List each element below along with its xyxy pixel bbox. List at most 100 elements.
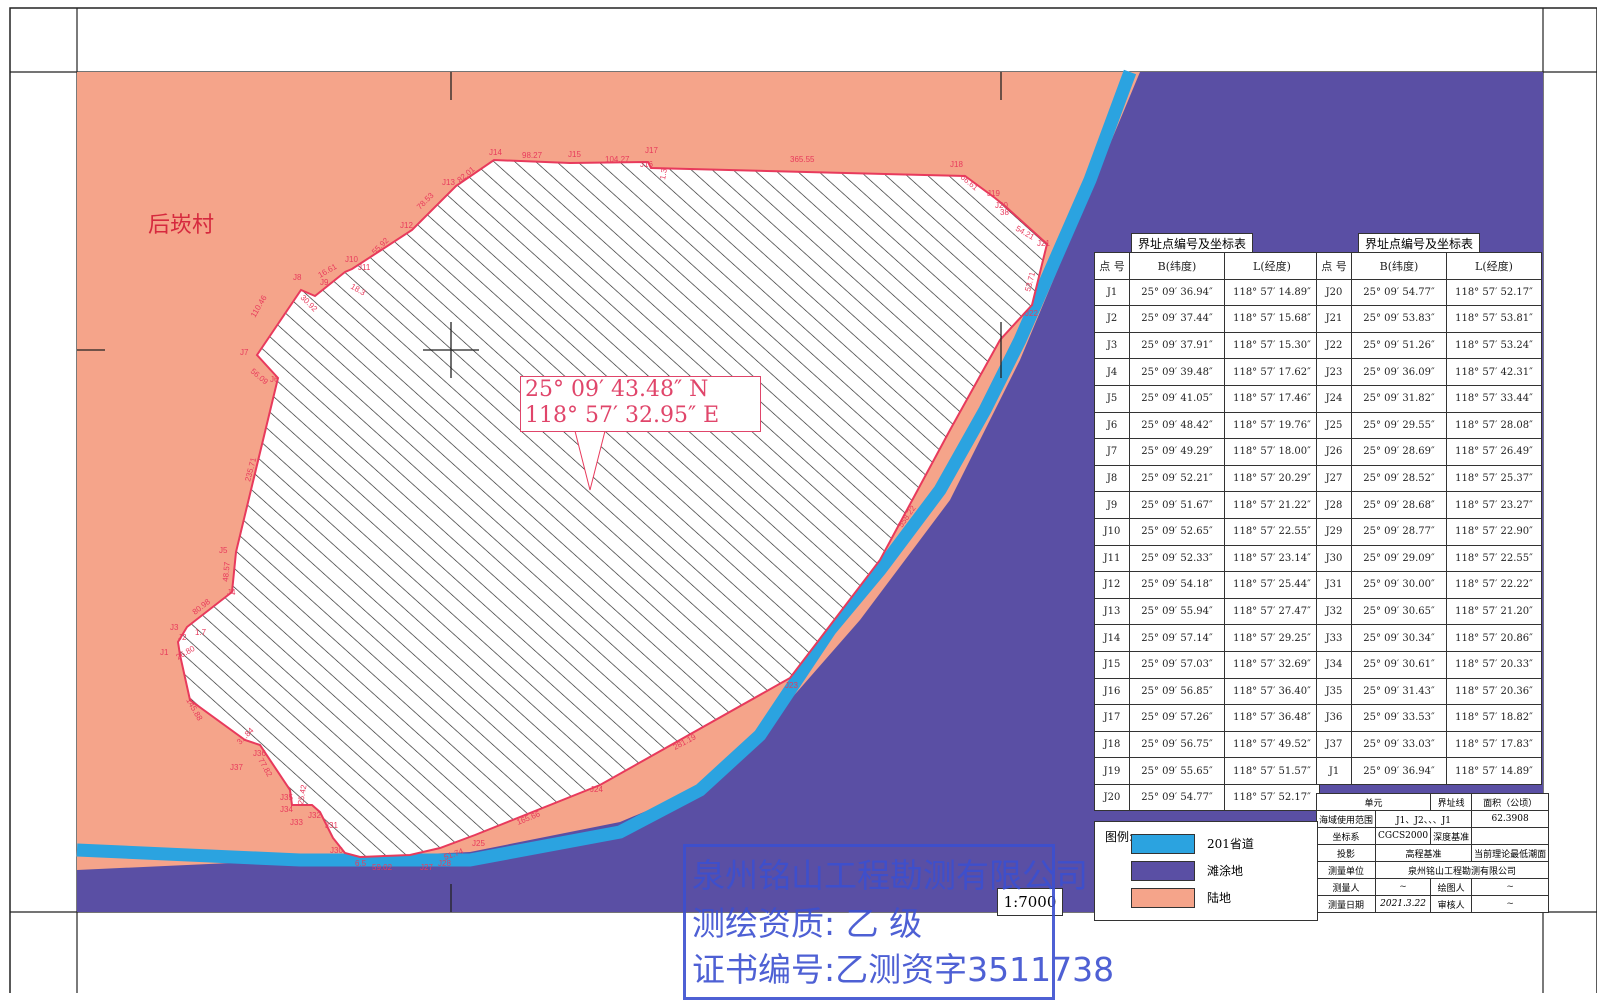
svg-text:98.27: 98.27: [522, 151, 543, 160]
table-row: J19 25° 09′ 55.65″ 118° 57′ 51.57″: [1094, 757, 1320, 785]
longitude-cell: 118° 57′ 20.29″: [1224, 464, 1320, 493]
point-id: J12: [1094, 571, 1130, 599]
table-row: J10 25° 09′ 52.65″ 118° 57′ 22.55″: [1094, 517, 1320, 546]
road-201: [76, 69, 1137, 867]
grid-ticks: [77, 72, 1002, 912]
longitude-cell: 118° 57′ 36.40″: [1224, 677, 1320, 706]
svg-text:J28: J28: [438, 859, 451, 868]
latitude-cell: 25° 09′ 41.05″: [1129, 384, 1225, 413]
svg-text:1.3: 1.3: [658, 167, 669, 180]
longitude-cell: 118° 57′ 27.47″: [1224, 597, 1320, 626]
center-lat: 25° 09′ 43.48″ N: [525, 377, 709, 402]
surveyor-label: 测量人: [1315, 878, 1377, 896]
table-row: J21 25° 09′ 53.83″ 118° 57′ 53.81″: [1316, 305, 1542, 333]
table-row: J27 25° 09′ 28.52″ 118° 57′ 25.37″: [1316, 464, 1542, 493]
longitude-cell: 118° 57′ 21.20″: [1446, 597, 1542, 626]
height-label: 高程基准: [1375, 844, 1473, 862]
village-label: 后崁村: [148, 213, 215, 238]
latitude-cell: 25° 09′ 36.09″: [1351, 358, 1447, 386]
longitude-cell: 118° 57′ 51.57″: [1224, 757, 1320, 785]
longitude-cell: 118° 57′ 25.37″: [1446, 464, 1542, 493]
latitude-cell: 25° 09′ 55.65″: [1129, 757, 1225, 785]
stamp-certificate: 证书编号:乙测资字3511738: [692, 950, 1115, 989]
svg-text:J5: J5: [219, 546, 228, 555]
longitude-cell: 118° 57′ 18.82″: [1446, 704, 1542, 732]
table-row: J23 25° 09′ 36.09″ 118° 57′ 42.31″: [1316, 358, 1542, 386]
date-label: 测量日期: [1315, 895, 1377, 913]
svg-text:J23: J23: [785, 681, 798, 690]
latitude-cell: 25° 09′ 54.77″: [1129, 783, 1225, 812]
table-row: J20 25° 09′ 54.77″ 118° 57′ 52.17″: [1316, 278, 1542, 307]
point-id: J1: [1316, 757, 1352, 785]
svg-text:48.57: 48.57: [221, 561, 232, 582]
table-row: J22 25° 09′ 51.26″ 118° 57′ 53.24″: [1316, 331, 1542, 360]
longitude-cell: 118° 57′ 23.14″: [1224, 544, 1320, 573]
point-id: J20: [1094, 783, 1130, 812]
latitude-cell: 25° 09′ 36.94″: [1129, 278, 1225, 307]
table-row: J1 25° 09′ 36.94″ 118° 57′ 14.89″: [1094, 278, 1320, 307]
table-row: J24 25° 09′ 31.82″ 118° 57′ 33.44″: [1316, 384, 1542, 413]
svg-text:J33: J33: [290, 818, 303, 827]
depth-label: 深度基准: [1430, 827, 1473, 845]
table-row: J15 25° 09′ 57.03″ 118° 57′ 32.69″: [1094, 650, 1320, 679]
point-id: J20: [1316, 278, 1352, 307]
table-row: J2 25° 09′ 37.44″ 118° 57′ 15.68″: [1094, 305, 1320, 333]
table-row: J11 25° 09′ 52.33″ 118° 57′ 23.14″: [1094, 544, 1320, 573]
latitude-cell: 25° 09′ 37.91″: [1129, 331, 1225, 360]
svg-text:J14: J14: [489, 148, 502, 157]
svg-text:6.5: 6.5: [355, 859, 367, 868]
point-id: J14: [1094, 624, 1130, 652]
longitude-cell: 118° 57′ 49.52″: [1224, 730, 1320, 759]
table-row: J35 25° 09′ 31.43″ 118° 57′ 20.36″: [1316, 677, 1542, 706]
latitude-cell: 25° 09′ 31.43″: [1351, 677, 1447, 706]
point-id: J5: [1094, 384, 1130, 413]
point-id: J31: [1316, 571, 1352, 599]
table-row: J26 25° 09′ 28.69″ 118° 57′ 26.49″: [1316, 438, 1542, 466]
latitude-cell: 25° 09′ 28.52″: [1351, 464, 1447, 493]
coord-sys-label: 坐标系: [1315, 827, 1377, 845]
stamp-company: 泉州铭山工程勘测有限公司: [692, 856, 1088, 895]
table-row: J4 25° 09′ 39.48″ 118° 57′ 17.62″: [1094, 358, 1320, 386]
svg-text:J36: J36: [253, 749, 266, 758]
table-row: J9 25° 09′ 51.67″ 118° 57′ 21.22″: [1094, 491, 1320, 519]
longitude-cell: 118° 57′ 53.24″: [1446, 331, 1542, 360]
point-id: J34: [1316, 650, 1352, 679]
col-longitude: L(经度): [1224, 252, 1320, 280]
survey-unit-label: 测量单位: [1315, 861, 1377, 879]
point-id: J13: [1094, 597, 1130, 626]
table-right-title: 界址点编号及坐标表: [1358, 233, 1481, 254]
point-id: J37: [1316, 730, 1352, 759]
center-coordinate-callout: 25° 09′ 43.48″ N 118° 57′ 32.95″ E: [520, 376, 761, 432]
latitude-cell: 25° 09′ 53.83″: [1351, 305, 1447, 333]
longitude-cell: 118° 57′ 25.44″: [1224, 571, 1320, 599]
latitude-cell: 25° 09′ 48.42″: [1129, 411, 1225, 440]
svg-text:J9: J9: [320, 278, 329, 287]
svg-text:J34: J34: [280, 805, 293, 814]
latitude-cell: 25° 09′ 36.94″: [1351, 757, 1447, 785]
center-lon: 118° 57′ 32.95″ E: [525, 403, 720, 428]
latitude-cell: 25° 09′ 28.68″: [1351, 491, 1447, 519]
latitude-cell: 25° 09′ 33.53″: [1351, 704, 1447, 732]
longitude-cell: 118° 57′ 22.55″: [1224, 517, 1320, 546]
point-id: J25: [1316, 411, 1352, 440]
drawer-signature: ~: [1471, 878, 1550, 896]
longitude-cell: 118° 57′ 20.36″: [1446, 677, 1542, 706]
col-latitude: B(纬度): [1351, 252, 1447, 280]
latitude-cell: 25° 09′ 30.00″: [1351, 571, 1447, 599]
point-id: J29: [1316, 517, 1352, 546]
longitude-cell: 118° 57′ 33.44″: [1446, 384, 1542, 413]
svg-text:J3: J3: [170, 623, 179, 632]
area-label: 面积（公顷）: [1471, 793, 1550, 811]
latitude-cell: 25° 09′ 39.48″: [1129, 358, 1225, 386]
table-row: J12 25° 09′ 54.18″ 118° 57′ 25.44″: [1094, 571, 1320, 599]
table-row: J5 25° 09′ 41.05″ 118° 57′ 17.46″: [1094, 384, 1320, 413]
longitude-cell: 118° 57′ 22.55″: [1446, 544, 1542, 573]
latitude-cell: 25° 09′ 57.03″: [1129, 650, 1225, 679]
point-id: J11: [1094, 544, 1130, 573]
latitude-cell: 25° 09′ 52.21″: [1129, 464, 1225, 493]
point-id: J16: [1094, 677, 1130, 706]
svg-text:J37: J37: [230, 763, 243, 772]
point-id: J21: [1316, 305, 1352, 333]
latitude-cell: 25° 09′ 55.94″: [1129, 597, 1225, 626]
